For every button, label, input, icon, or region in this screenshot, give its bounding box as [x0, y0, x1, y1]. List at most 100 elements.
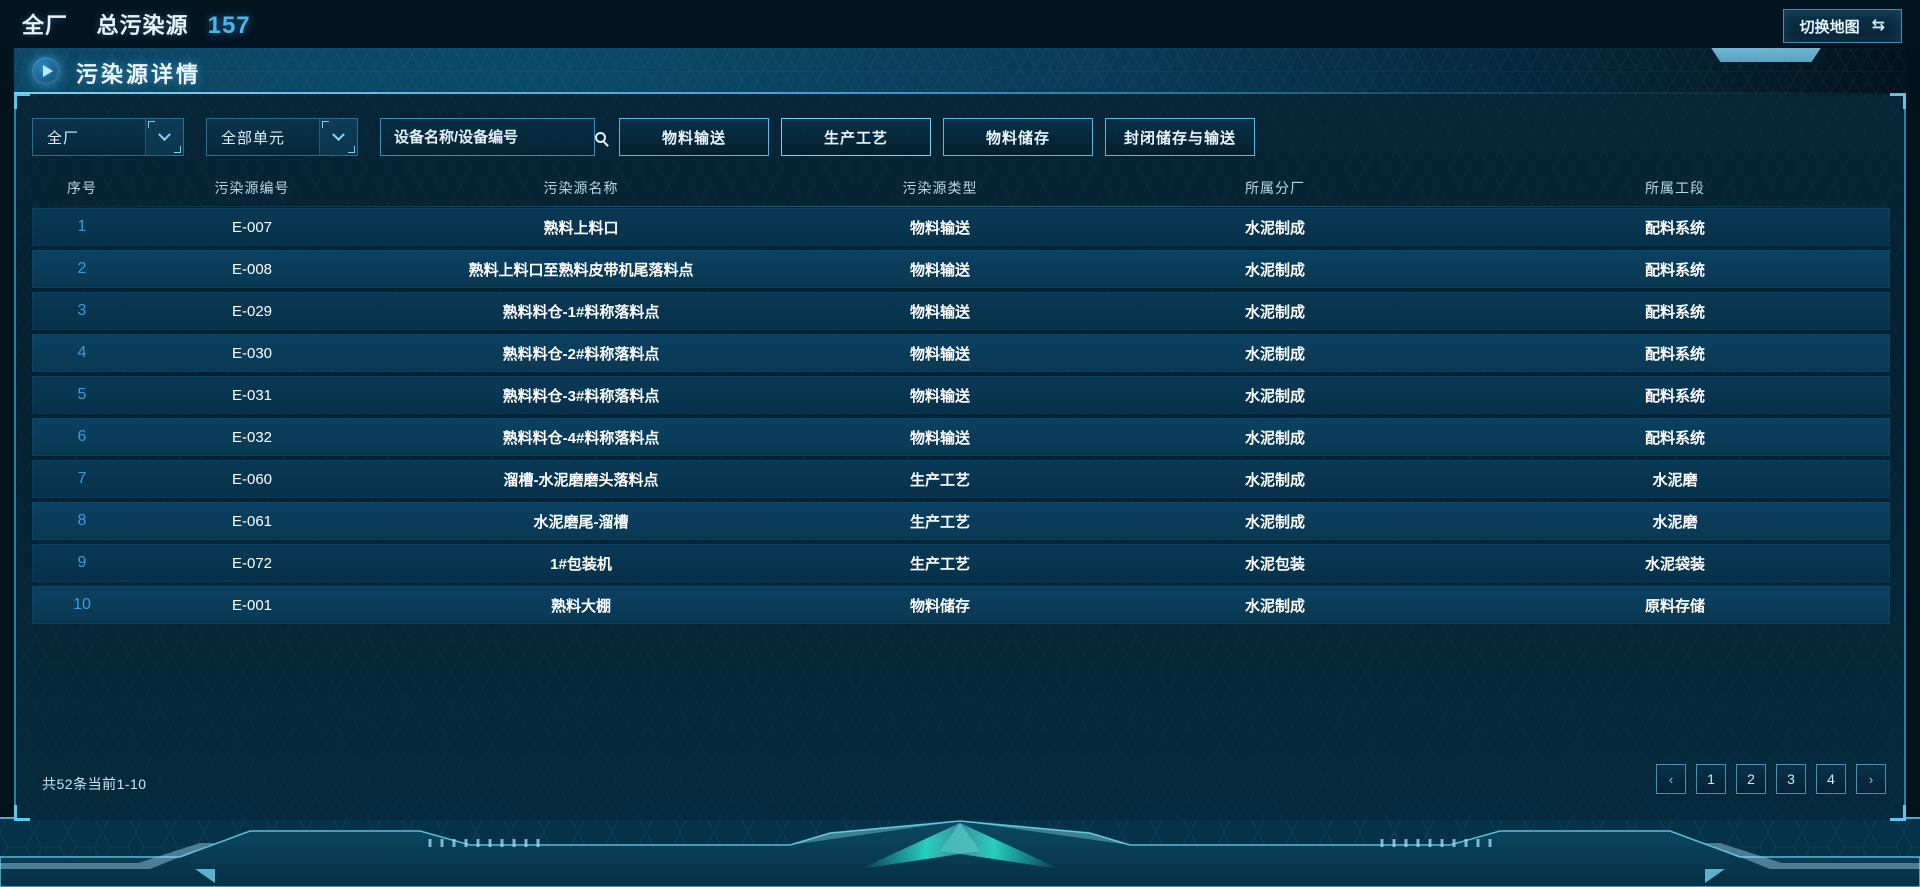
table-row[interactable]: 5 E-031 熟料料仓-3#料称落料点 物料输送 水泥制成 配料系统 [32, 376, 1890, 414]
cell-branch: 水泥制成 [1244, 429, 1305, 447]
play-triangle-icon [32, 57, 60, 85]
cell-code: E-032 [231, 428, 273, 446]
cell-name: 熟料料仓-4#料称落料点 [502, 429, 660, 447]
switch-map-label: 切换地图 [1799, 18, 1860, 36]
cell-section: 水泥磨 [1652, 513, 1698, 531]
cell-index: 4 [77, 344, 87, 361]
search-input[interactable] [381, 119, 595, 155]
column-header-type: 污染源类型 [902, 180, 978, 196]
cell-index: 3 [77, 302, 87, 319]
cell-type: 物料输送 [909, 261, 970, 279]
cell-branch: 水泥制成 [1244, 387, 1305, 405]
column-header-index: 序号 [67, 180, 97, 196]
table-row[interactable]: 6 E-032 熟料料仓-4#料称落料点 物料输送 水泥制成 配料系统 [32, 418, 1890, 456]
cell-name: 熟料料仓-1#料称落料点 [502, 303, 660, 321]
column-header-section: 所属工段 [1645, 180, 1705, 196]
cell-code: E-007 [231, 218, 273, 236]
table-header-row: 序号 污染源编号 污染源名称 污染源类型 所属分厂 所属工段 [32, 172, 1890, 207]
record-count-text: 共52条当前1-10 [42, 776, 147, 792]
cell-section: 配料系统 [1644, 219, 1705, 237]
scope-label: 全厂 [22, 13, 69, 38]
filter-button-enclosed-storage-transport[interactable]: 封闭储存与输送 [1105, 118, 1255, 156]
table-row[interactable]: 3 E-029 熟料料仓-1#料称落料点 物料输送 水泥制成 配料系统 [32, 292, 1890, 330]
filter-toolbar: 全厂 全部单元 物料输送 生产工艺 物料储存 封闭储存与输送 [32, 118, 1255, 156]
cell-index: 2 [77, 260, 87, 277]
cell-code: E-060 [231, 470, 273, 488]
bottom-decoration-svg [0, 817, 1920, 887]
cell-name: 熟料大棚 [550, 597, 611, 615]
pagination-next-button[interactable]: › [1856, 764, 1886, 794]
cell-section: 配料系统 [1644, 303, 1705, 321]
metric-label: 总污染源 [96, 13, 189, 38]
cell-section: 配料系统 [1644, 387, 1705, 405]
swap-horizontal-icon: ⇆ [1871, 17, 1885, 34]
cell-name: 水泥磨尾-溜槽 [533, 513, 629, 531]
pagination-prev-button[interactable]: ‹ [1656, 764, 1686, 794]
pollution-source-panel: 全厂 全部单元 物料输送 生产工艺 物料储存 封闭储存与输送 序号 污染源编号 … [14, 93, 1908, 821]
table-row[interactable]: 2 E-008 熟料上料口至熟料皮带机尾落料点 物料输送 水泥制成 配料系统 [32, 250, 1890, 288]
pagination-page-3[interactable]: 3 [1776, 764, 1806, 794]
cell-type: 物料输送 [909, 387, 970, 405]
search-icon[interactable] [595, 119, 606, 155]
unit-select-value: 全部单元 [221, 129, 286, 147]
cell-index: 6 [77, 428, 87, 445]
corner-accent-bottom-left [14, 805, 30, 821]
cell-section: 配料系统 [1644, 429, 1705, 447]
cell-type: 生产工艺 [909, 513, 970, 531]
plant-select-value: 全厂 [47, 129, 80, 147]
table-row[interactable]: 1 E-007 熟料上料口 物料输送 水泥制成 配料系统 [32, 208, 1890, 246]
cell-index: 7 [77, 470, 87, 487]
cell-index: 10 [73, 596, 91, 613]
cell-branch: 水泥制成 [1244, 345, 1305, 363]
table-row[interactable]: 10 E-001 熟料大棚 物料储存 水泥制成 原料存储 [32, 586, 1890, 624]
filter-button-production-process[interactable]: 生产工艺 [781, 118, 931, 156]
page-title: 全厂 总污染源 157 [22, 8, 251, 40]
pagination-page-2[interactable]: 2 [1736, 764, 1766, 794]
column-header-name: 污染源名称 [543, 180, 619, 196]
table-row[interactable]: 7 E-060 溜槽-水泥磨磨头落料点 生产工艺 水泥制成 水泥磨 [32, 460, 1890, 498]
cell-code: E-001 [231, 596, 273, 614]
filter-button-material-storage[interactable]: 物料储存 [943, 118, 1093, 156]
cell-branch: 水泥制成 [1244, 513, 1305, 531]
pagination-page-4[interactable]: 4 [1816, 764, 1846, 794]
cell-name: 熟料料仓-3#料称落料点 [502, 387, 660, 405]
top-bar: 全厂 总污染源 157 切换地图 ⇆ [0, 0, 1920, 48]
cell-type: 物料输送 [909, 303, 970, 321]
background-tab-decoration [1706, 48, 1826, 62]
cell-type: 物料储存 [909, 597, 970, 615]
cell-index: 1 [77, 218, 87, 235]
chevron-down-icon[interactable] [319, 119, 357, 155]
switch-map-button[interactable]: 切换地图 ⇆ [1782, 9, 1902, 43]
cell-code: E-030 [231, 344, 273, 362]
search-box[interactable] [380, 118, 606, 156]
cell-branch: 水泥制成 [1244, 261, 1305, 279]
cell-index: 9 [77, 554, 87, 571]
cell-code: E-072 [231, 554, 273, 572]
cell-branch: 水泥制成 [1244, 597, 1305, 615]
column-header-branch: 所属分厂 [1245, 180, 1305, 196]
cell-section: 水泥袋装 [1644, 555, 1705, 573]
plant-select[interactable]: 全厂 [32, 118, 184, 156]
column-header-code: 污染源编号 [214, 180, 290, 196]
bottom-decoration [0, 817, 1920, 887]
table-row[interactable]: 8 E-061 水泥磨尾-溜槽 生产工艺 水泥制成 水泥磨 [32, 502, 1890, 540]
filter-button-material-transport[interactable]: 物料输送 [619, 118, 769, 156]
cell-type: 生产工艺 [909, 471, 970, 489]
cell-name: 熟料上料口 [543, 219, 619, 237]
panel-title: 污染源详情 [76, 62, 202, 87]
cell-branch: 水泥制成 [1244, 219, 1305, 237]
chevron-down-icon[interactable] [145, 119, 183, 155]
unit-select[interactable]: 全部单元 [206, 118, 358, 156]
table-row[interactable]: 4 E-030 熟料料仓-2#料称落料点 物料输送 水泥制成 配料系统 [32, 334, 1890, 372]
cell-name: 1#包装机 [550, 555, 612, 573]
table-row[interactable]: 9 E-072 1#包装机 生产工艺 水泥包装 水泥袋装 [32, 544, 1890, 582]
panel-header: 污染源详情 [14, 48, 1906, 94]
cell-name: 熟料料仓-2#料称落料点 [502, 345, 660, 363]
cell-section: 配料系统 [1644, 261, 1705, 279]
cell-branch: 水泥制成 [1244, 303, 1305, 321]
pagination-page-1[interactable]: 1 [1696, 764, 1726, 794]
cell-code: E-029 [231, 302, 273, 320]
cell-type: 物料输送 [909, 219, 970, 237]
